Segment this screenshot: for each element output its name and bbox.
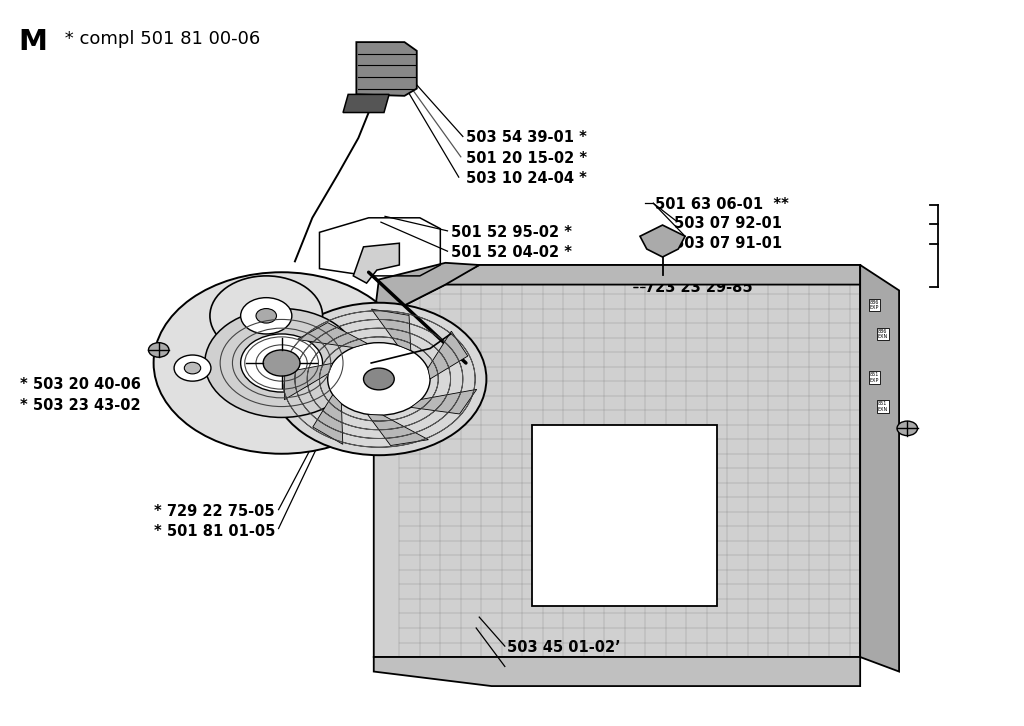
Text: * compl 501 81 00-06: * compl 501 81 00-06: [59, 30, 261, 49]
Text: M: M: [18, 28, 47, 56]
Text: 851
EXP: 851 EXP: [869, 372, 880, 383]
Text: 503 45 02-02’: 503 45 02-02’: [507, 661, 621, 675]
Circle shape: [271, 303, 486, 455]
Polygon shape: [374, 657, 860, 686]
Polygon shape: [374, 263, 479, 321]
Polygon shape: [297, 322, 368, 348]
Circle shape: [184, 362, 201, 374]
Circle shape: [210, 276, 323, 356]
Polygon shape: [372, 309, 411, 351]
Circle shape: [364, 368, 394, 390]
Text: * 503 23 43-02: * 503 23 43-02: [20, 398, 141, 412]
Text: * 729 22 75-05: * 729 22 75-05: [154, 504, 274, 518]
Polygon shape: [353, 243, 399, 283]
Polygon shape: [428, 331, 468, 379]
Text: 501 20 15-02 *: 501 20 15-02 *: [466, 151, 587, 166]
Text: * 501 81 01-05: * 501 81 01-05: [154, 524, 275, 539]
Circle shape: [256, 309, 276, 323]
Circle shape: [263, 350, 300, 376]
Polygon shape: [374, 265, 860, 657]
Text: 501 63 06-01  **: 501 63 06-01 **: [655, 197, 790, 212]
Polygon shape: [860, 265, 899, 672]
Polygon shape: [356, 42, 417, 96]
Polygon shape: [411, 389, 477, 414]
Polygon shape: [532, 425, 717, 606]
Polygon shape: [312, 395, 343, 444]
Circle shape: [154, 272, 410, 454]
Circle shape: [241, 334, 323, 392]
Text: 851
EXN: 851 EXN: [878, 401, 888, 412]
Text: 503 54 39-01 *: 503 54 39-01 *: [466, 131, 587, 145]
Text: 886
EXN: 886 EXN: [878, 329, 888, 339]
Text: 503 45 01-02’: 503 45 01-02’: [507, 640, 621, 655]
Text: 723 23 29-85: 723 23 29-85: [645, 280, 753, 295]
Text: 501 52 95-02 *: 501 52 95-02 *: [451, 225, 571, 240]
Circle shape: [328, 343, 430, 415]
Polygon shape: [343, 94, 389, 113]
Text: 886
EXP: 886 EXP: [869, 300, 880, 310]
Polygon shape: [368, 415, 428, 446]
Circle shape: [148, 343, 169, 357]
Text: 501 52 04-02 *: 501 52 04-02 *: [451, 245, 571, 260]
Circle shape: [174, 355, 211, 381]
Text: 503 07 91-01: 503 07 91-01: [674, 237, 782, 251]
Polygon shape: [374, 265, 860, 321]
Polygon shape: [285, 363, 333, 400]
Polygon shape: [640, 225, 685, 257]
Circle shape: [241, 298, 292, 334]
Circle shape: [205, 309, 358, 417]
Text: 503 10 24-04 *: 503 10 24-04 *: [466, 171, 587, 186]
Text: * 503 20 40-06: * 503 20 40-06: [20, 378, 141, 392]
Circle shape: [897, 421, 918, 436]
Text: 503 07 92-01: 503 07 92-01: [674, 216, 781, 231]
